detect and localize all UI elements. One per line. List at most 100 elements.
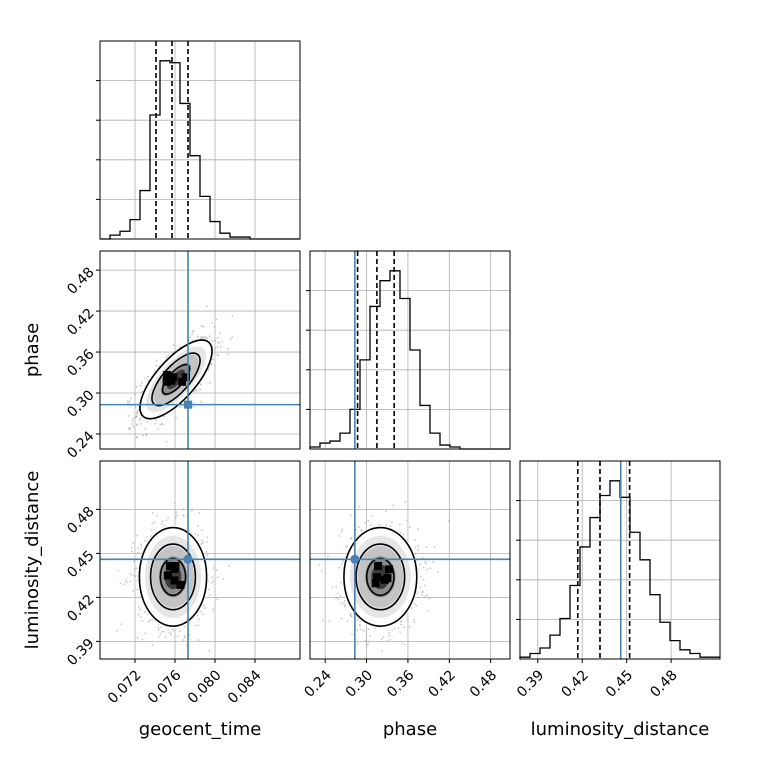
sample-point: [127, 402, 130, 404]
sample-point: [199, 383, 202, 386]
x-tick-label: 0.42: [426, 667, 459, 700]
sample-point: [129, 428, 131, 431]
sample-point: [144, 377, 146, 380]
sample-point: [135, 436, 138, 439]
sample-point: [120, 623, 123, 626]
sample-point: [414, 552, 417, 555]
sample-point: [172, 344, 175, 347]
sample-point: [137, 613, 140, 616]
sample-point: [404, 643, 406, 646]
sample-point: [179, 406, 182, 409]
sample-point: [173, 502, 176, 504]
sample-point: [216, 346, 219, 349]
sample-point: [213, 325, 216, 328]
sample-point: [318, 563, 321, 566]
sample-point: [422, 566, 425, 569]
sample-point: [146, 420, 149, 423]
sample-point: [367, 519, 370, 522]
sample-point: [193, 390, 196, 393]
sample-point: [141, 434, 144, 437]
sample-point: [320, 570, 323, 573]
sample-point: [356, 643, 359, 645]
x-tick-label: 0.39: [514, 667, 547, 700]
sample-point: [147, 620, 150, 623]
panel-frame: [309, 460, 511, 660]
sample-point: [125, 579, 128, 582]
sample-point: [136, 588, 139, 591]
sample-point: [424, 562, 427, 565]
sample-point: [139, 616, 142, 618]
sample-point: [198, 512, 201, 514]
sample-point: [137, 409, 139, 412]
sample-point: [171, 628, 173, 631]
sample-point: [216, 598, 219, 601]
y-tick-label: 0.24: [64, 428, 97, 461]
contour-line: [138, 526, 208, 627]
sample-point: [378, 524, 381, 526]
sample-point: [157, 628, 160, 631]
density-layer: [100, 305, 234, 443]
sample-point: [200, 543, 202, 545]
sample-point: [339, 594, 342, 597]
sample-point: [196, 335, 199, 338]
x-tick-label: 0.084: [225, 667, 265, 707]
sample-point: [369, 635, 372, 638]
sample-point: [357, 505, 360, 508]
sample-point: [195, 388, 197, 391]
sample-point: [381, 650, 383, 653]
sample-point: [400, 620, 403, 623]
sample-point: [399, 631, 402, 634]
sample-point: [415, 604, 418, 607]
sample-point: [127, 415, 130, 417]
sample-point: [413, 621, 416, 623]
density-layer: [318, 501, 450, 653]
sample-point: [176, 635, 179, 638]
sample-point: [419, 563, 421, 566]
sample-point: [115, 630, 118, 632]
hist-panel-luminosity_distance: [516, 460, 721, 660]
sample-point: [141, 638, 144, 641]
sample-point: [385, 524, 388, 526]
y-tick-label: 0.30: [64, 387, 97, 420]
sample-point: [212, 567, 215, 569]
contour-line: [365, 557, 395, 597]
sample-point: [219, 331, 222, 334]
sample-point: [391, 628, 393, 631]
sample-point: [136, 579, 139, 582]
sample-point: [136, 551, 139, 554]
sample-point: [159, 626, 162, 629]
sample-point: [360, 628, 362, 631]
sample-point: [212, 580, 215, 583]
sample-point: [398, 523, 401, 526]
sample-point: [420, 593, 423, 596]
sample-point: [359, 620, 362, 623]
sample-point: [389, 639, 392, 641]
sample-point: [222, 578, 225, 580]
sample-point: [189, 336, 191, 339]
sample-point: [331, 586, 334, 588]
sample-point: [216, 576, 219, 579]
sample-point: [129, 580, 132, 583]
sample-point: [356, 629, 359, 631]
sample-point: [212, 608, 214, 611]
sample-point: [427, 609, 430, 612]
sample-point: [162, 423, 164, 426]
sample-point: [131, 423, 134, 425]
sample-point: [203, 604, 206, 607]
sample-point: [216, 336, 219, 339]
density-core: [170, 576, 179, 585]
sample-point: [391, 521, 393, 523]
x-tick-label: 0.48: [467, 667, 500, 700]
sample-point: [175, 516, 177, 519]
density-core: [374, 561, 383, 570]
truth-marker: [350, 554, 360, 564]
sample-point: [188, 529, 191, 532]
sample-point: [141, 619, 144, 622]
sample-point: [199, 610, 202, 613]
sample-point: [140, 391, 142, 394]
sample-point: [144, 611, 146, 613]
sample-point: [214, 347, 217, 349]
sample-point: [343, 605, 346, 608]
sample-point: [218, 342, 221, 344]
sample-point: [183, 514, 185, 517]
